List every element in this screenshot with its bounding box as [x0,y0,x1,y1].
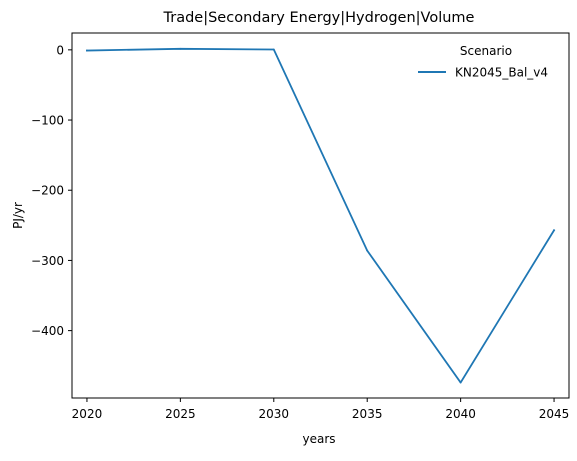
x-tick-label: 2020 [72,407,103,421]
legend: Scenario KN2045_Bal_v4 [418,44,548,80]
data-point [86,49,88,52]
y-tick-label: −300 [31,254,64,268]
y-axis: 0 −100 −200 −300 −400 [31,43,72,338]
chart-title: Trade|Secondary Energy|Hydrogen|Volume [163,10,475,26]
legend-label: KN2045_Bal_v4 [455,66,548,80]
y-tick-label: 0 [56,43,64,57]
x-tick-label: 2035 [352,407,383,421]
x-axis-label: years [302,432,335,446]
plot-frame [71,32,570,399]
y-tick-label: −100 [31,114,64,128]
data-point [366,249,369,252]
x-tick-label: 2045 [539,407,570,421]
data-point [459,381,462,384]
x-axis: 2020 2025 2030 2035 2040 2045 [72,398,570,421]
data-point [553,229,555,232]
x-tick-label: 2040 [445,407,476,421]
x-tick-label: 2025 [165,407,196,421]
legend-title: Scenario [460,44,512,58]
y-tick-label: −400 [31,324,64,338]
data-point [272,48,275,51]
data-point [179,47,182,50]
x-tick-label: 2030 [259,407,290,421]
y-axis-label: PJ/yr [11,202,25,229]
plot-area [86,47,556,384]
series-line-0 [86,47,556,384]
y-tick-label: −200 [31,184,64,198]
